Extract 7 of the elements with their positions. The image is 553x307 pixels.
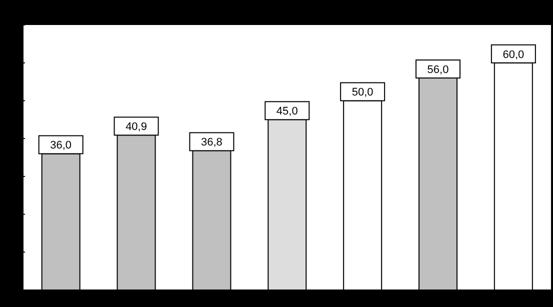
data-label: 40,9: [126, 121, 147, 134]
data-label: 56,0: [427, 64, 449, 76]
data-label: 36,8: [201, 136, 222, 149]
data-label: 50,0: [352, 86, 374, 99]
data-label: 45,0: [276, 106, 298, 118]
data-label: 60,0: [502, 48, 524, 61]
data-label: 36,0: [50, 140, 72, 152]
